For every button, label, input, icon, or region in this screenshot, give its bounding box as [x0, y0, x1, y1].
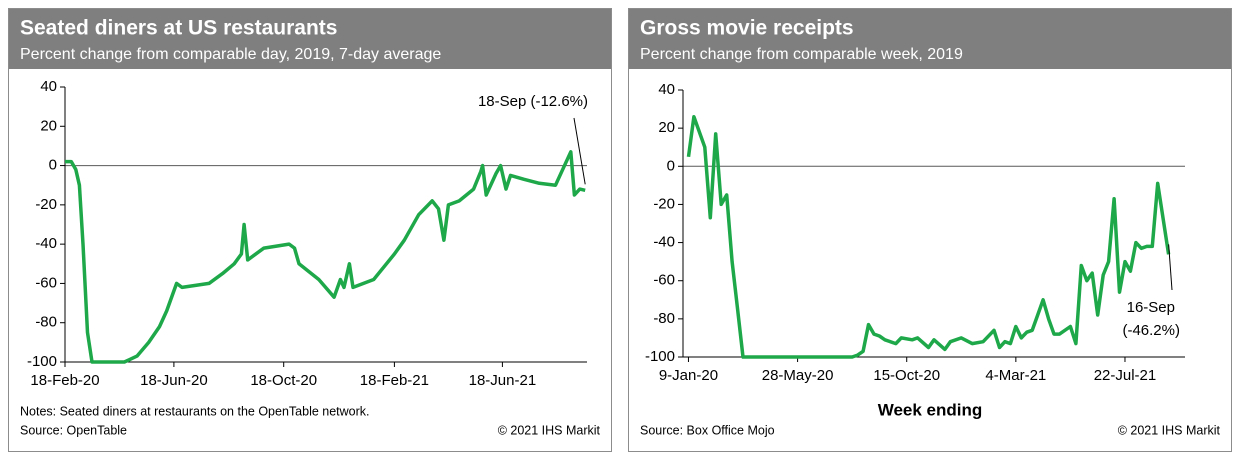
x-tick-label: 4-Mar-21	[985, 367, 1046, 384]
x-tick-label: 18-Feb-21	[360, 372, 429, 389]
x-tick-label: 15-Oct-20	[873, 367, 940, 384]
y-tick-label: -40	[653, 234, 675, 251]
annotation-arrow	[1168, 244, 1173, 291]
chart-title: Gross movie receipts	[640, 17, 854, 40]
source: Source: Box Office Mojo	[640, 423, 775, 437]
panel-frame	[8, 8, 612, 452]
panel-frame	[628, 8, 1232, 452]
x-tick-label: 28-May-20	[762, 367, 834, 384]
y-tick-label: 20	[658, 119, 675, 136]
y-tick-label: -20	[653, 195, 675, 212]
y-tick-label: 0	[49, 157, 57, 174]
y-tick-label: -20	[35, 196, 57, 213]
x-tick-label: 9-Jan-20	[659, 367, 718, 384]
x-tick-label: 18-Jun-21	[469, 372, 537, 389]
y-tick-label: 20	[40, 117, 57, 134]
y-tick-label: -100	[645, 348, 675, 365]
chart-subtitle: Percent change from comparable week, 201…	[640, 46, 963, 63]
data-line	[686, 114, 1171, 359]
y-tick-label: -80	[35, 314, 57, 331]
panel-header	[629, 9, 1231, 69]
y-tick-label: -80	[653, 310, 675, 327]
chart-subtitle: Percent change from comparable day, 2019…	[20, 46, 441, 63]
annotation: 16-Sep	[1127, 299, 1175, 316]
chart-title: Seated diners at US restaurants	[20, 17, 337, 40]
source: Source: OpenTable	[20, 423, 127, 437]
x-tick-label: 18-Jun-20	[140, 372, 208, 389]
annotation: 18-Sep (-12.6%)	[478, 93, 588, 110]
y-tick-label: -60	[653, 272, 675, 289]
notes: Notes: Seated diners at restaurants on t…	[20, 404, 370, 418]
panel-header	[9, 9, 611, 69]
annotation: (-46.2%)	[1122, 322, 1180, 339]
y-tick-label: -100	[27, 353, 57, 370]
y-tick-label: 40	[658, 81, 675, 98]
y-tick-label: 40	[40, 78, 57, 95]
copyright: © 2021 IHS Markit	[1118, 423, 1221, 437]
x-axis-label: Week ending	[878, 400, 983, 419]
data-line	[65, 150, 586, 364]
x-tick-label: 18-Oct-20	[250, 372, 317, 389]
x-tick-label: 18-Feb-20	[30, 372, 99, 389]
y-tick-label: 0	[667, 157, 675, 174]
copyright: © 2021 IHS Markit	[498, 423, 601, 437]
y-tick-label: -60	[35, 274, 57, 291]
annotation-arrow	[573, 117, 586, 185]
y-tick-label: -40	[35, 235, 57, 252]
x-tick-label: 22-Jul-21	[1094, 367, 1157, 384]
